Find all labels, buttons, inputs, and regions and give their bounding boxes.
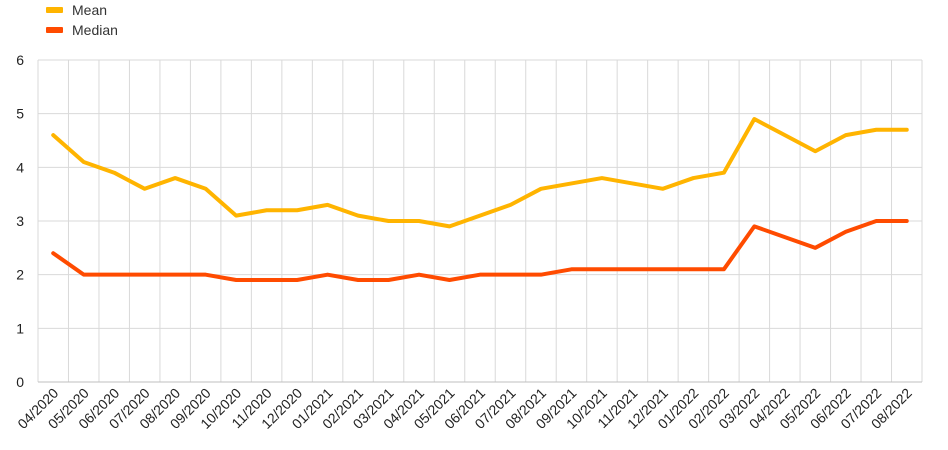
y-tick-label: 5 <box>16 106 24 122</box>
legend-swatch-median <box>46 27 63 33</box>
series-line-mean <box>51 117 909 229</box>
y-tick-label: 3 <box>16 213 24 229</box>
y-tick-label: 4 <box>16 159 24 175</box>
y-tick-label: 1 <box>16 320 24 336</box>
legend-item-mean: Mean <box>46 0 118 20</box>
legend-item-median: Median <box>46 20 118 40</box>
y-tick-label: 6 <box>16 52 24 68</box>
grid <box>37 59 923 382</box>
series-line-median <box>51 219 909 283</box>
legend-label-median: Median <box>72 22 118 38</box>
legend-swatch-mean <box>46 7 63 13</box>
legend: Mean Median <box>46 0 118 40</box>
y-tick-label: 0 <box>16 374 24 390</box>
legend-label-mean: Mean <box>72 2 108 18</box>
y-tick-label: 2 <box>16 267 24 283</box>
